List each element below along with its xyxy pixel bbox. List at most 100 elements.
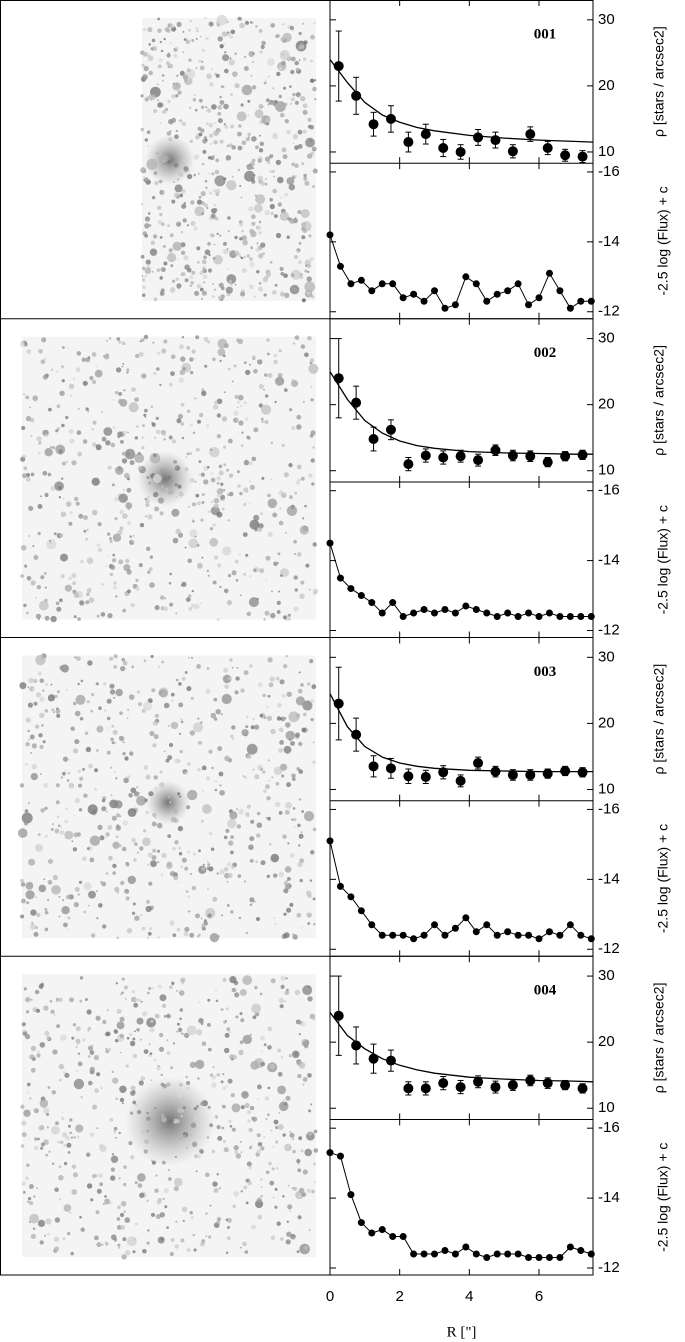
star xyxy=(147,570,151,574)
star xyxy=(106,716,111,721)
star xyxy=(173,875,179,881)
star xyxy=(37,1137,40,1141)
star xyxy=(251,179,256,184)
star xyxy=(26,473,30,477)
star xyxy=(271,776,274,779)
star xyxy=(73,748,79,754)
star xyxy=(140,914,143,917)
star xyxy=(217,36,223,42)
star xyxy=(131,387,136,392)
star xyxy=(29,1213,39,1224)
star xyxy=(83,515,88,520)
star xyxy=(105,835,108,839)
star xyxy=(50,615,57,623)
star xyxy=(237,338,244,345)
star xyxy=(49,541,52,545)
data-point xyxy=(357,1219,365,1227)
star xyxy=(29,418,35,423)
star xyxy=(263,789,267,793)
star xyxy=(109,766,113,769)
star xyxy=(109,683,115,689)
star xyxy=(54,1246,60,1252)
star xyxy=(252,717,255,721)
star xyxy=(32,1227,36,1230)
star xyxy=(145,503,150,507)
star xyxy=(178,172,184,177)
star xyxy=(36,436,42,442)
star xyxy=(165,487,168,491)
star xyxy=(68,782,75,789)
star xyxy=(198,196,202,199)
star xyxy=(166,1013,171,1019)
star xyxy=(151,270,154,273)
data-point xyxy=(577,931,585,939)
data-point xyxy=(385,113,396,124)
star xyxy=(184,546,187,549)
star xyxy=(71,460,77,466)
star xyxy=(161,852,167,859)
star xyxy=(23,393,26,396)
star xyxy=(312,446,315,449)
star xyxy=(300,209,310,218)
star xyxy=(148,55,154,61)
star xyxy=(307,124,312,129)
star xyxy=(160,1082,165,1087)
star-field xyxy=(20,974,319,1260)
star xyxy=(152,720,158,726)
star xyxy=(213,717,218,721)
star xyxy=(159,212,163,217)
star xyxy=(142,1011,148,1017)
star xyxy=(228,279,232,284)
star xyxy=(27,1091,30,1094)
star xyxy=(140,127,144,132)
star xyxy=(21,1132,27,1138)
star xyxy=(178,377,185,384)
star xyxy=(204,364,208,368)
star xyxy=(43,1005,49,1011)
star xyxy=(76,430,82,435)
star xyxy=(255,25,258,28)
star xyxy=(258,231,263,235)
star xyxy=(260,512,263,516)
data-point xyxy=(441,931,449,939)
star xyxy=(260,1178,263,1181)
star xyxy=(45,1153,48,1157)
star xyxy=(291,818,294,821)
star xyxy=(189,730,195,736)
star xyxy=(208,191,213,195)
star xyxy=(257,1214,263,1220)
star xyxy=(152,743,157,748)
star xyxy=(295,732,300,738)
star xyxy=(209,527,213,531)
star xyxy=(278,748,283,753)
star xyxy=(136,851,139,854)
star xyxy=(192,520,195,523)
data-point xyxy=(556,613,564,621)
star xyxy=(128,793,133,798)
star xyxy=(201,925,205,929)
star xyxy=(119,711,123,715)
star xyxy=(248,461,253,466)
star xyxy=(24,809,29,813)
data-point xyxy=(326,231,334,239)
star xyxy=(63,1144,67,1147)
star xyxy=(30,773,38,781)
star xyxy=(77,451,83,457)
star-field xyxy=(140,14,318,303)
star xyxy=(71,840,74,843)
star xyxy=(44,1030,50,1036)
star xyxy=(293,826,296,828)
star xyxy=(196,1029,203,1036)
star xyxy=(277,176,284,184)
star xyxy=(231,175,234,178)
data-point xyxy=(577,449,588,460)
star xyxy=(181,189,186,193)
star xyxy=(236,666,239,669)
star xyxy=(35,654,46,666)
star xyxy=(202,138,208,144)
star xyxy=(140,202,144,206)
star xyxy=(228,1119,232,1124)
star xyxy=(40,575,45,580)
star xyxy=(252,167,255,170)
star xyxy=(20,1144,25,1148)
